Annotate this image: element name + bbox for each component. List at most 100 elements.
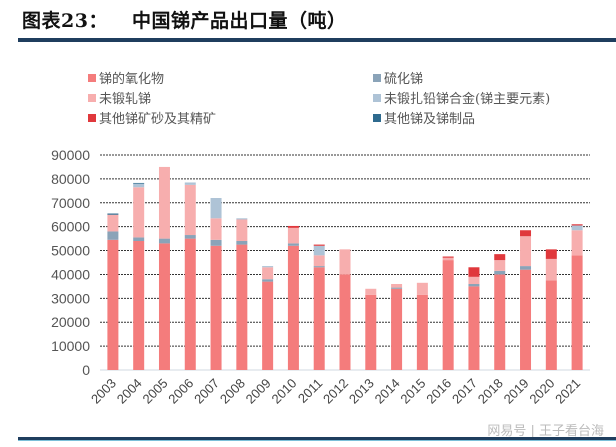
bar-segment (339, 274, 351, 370)
bar-segment (236, 219, 248, 241)
bar-segment (494, 260, 506, 271)
bar-segment (184, 184, 196, 236)
bar-segment (287, 243, 299, 246)
x-tick-label: 2014 (372, 376, 403, 407)
x-tick-label: 2009 (243, 376, 274, 407)
bar-segment (107, 213, 119, 215)
bar-segment (442, 256, 454, 258)
bar-segment (365, 288, 377, 295)
x-tick-label: 2013 (346, 376, 377, 407)
bar-segment (133, 241, 145, 370)
bar-segment (391, 284, 403, 288)
bar-segment (313, 245, 325, 256)
bar-segment (313, 266, 325, 268)
bar-segment (571, 224, 583, 226)
bar-segment (442, 260, 454, 370)
bar-segment (107, 231, 119, 240)
x-tick-label: 2003 (88, 376, 119, 407)
legend-item: 其他锑及锑制品 (373, 108, 475, 127)
bar-segment (520, 230, 532, 237)
x-tick-label: 2019 (501, 376, 532, 407)
bar-segment (545, 280, 557, 370)
bar-segment (468, 267, 480, 277)
bar-segment (571, 230, 583, 256)
bar-segment (133, 237, 145, 241)
bar-segment (287, 225, 299, 228)
legend-label: 其他锑矿砂及其精矿 (99, 112, 217, 127)
y-tick-label: 70000 (51, 195, 90, 211)
legend-swatch (373, 73, 381, 82)
bar-segment (133, 182, 145, 184)
bar-segment (262, 279, 274, 282)
bar-segment (262, 266, 274, 268)
bar-segment (236, 244, 248, 370)
bar-segment (391, 287, 403, 289)
x-tick-label: 2018 (475, 376, 506, 407)
x-tick-label: 2017 (449, 376, 480, 407)
legend-item: 未锻轧锑 (88, 88, 151, 107)
x-tick-label: 2005 (140, 376, 171, 407)
bar-segment (133, 183, 145, 188)
legend-item: 硫化锑 (373, 68, 423, 87)
bar-segment (468, 286, 480, 370)
y-tick-label: 90000 (51, 147, 90, 163)
bottom-rule-accent (18, 440, 616, 441)
bar-segment (236, 218, 248, 220)
bar-segment (416, 282, 428, 295)
bar-segment (494, 254, 506, 261)
bar-segment (158, 238, 170, 244)
bar-segment (158, 243, 170, 370)
bar-segment (313, 255, 325, 267)
bar-segment (365, 294, 377, 370)
top-rule (18, 38, 616, 42)
legend-label: 锑的氧化物 (99, 72, 165, 87)
x-tick-label: 2015 (397, 376, 428, 407)
bar-segment (133, 187, 145, 238)
legend-item: 未锻扎铅锑合金(锑主要元素) (373, 88, 550, 107)
bar-segment (545, 258, 557, 281)
legend-swatch (88, 93, 96, 102)
bar-segment (107, 214, 119, 232)
bar-segment (339, 249, 351, 275)
bar-segment (236, 241, 248, 245)
bar-segment (262, 267, 274, 280)
legend-swatch (373, 93, 381, 102)
bar-segment (313, 244, 325, 246)
bottom-rule (18, 437, 616, 440)
x-tick-label: 2016 (423, 376, 454, 407)
bar-segment (210, 198, 222, 219)
bar-segment (262, 281, 274, 370)
bar-segment (571, 255, 583, 370)
y-tick-label: 30000 (51, 290, 90, 306)
legend-label: 其他锑及锑制品 (384, 112, 476, 127)
y-tick-label: 0 (82, 362, 90, 378)
bar-segment (520, 266, 532, 270)
y-tick-label: 40000 (51, 266, 90, 282)
legend-swatch (373, 113, 381, 122)
bar-segment (520, 236, 532, 267)
legend-swatch (88, 113, 96, 122)
x-tick-label: 2006 (165, 376, 196, 407)
x-tick-label: 2012 (320, 376, 351, 407)
bar-segment (184, 235, 196, 239)
bar-segment (468, 276, 480, 284)
y-tick-label: 60000 (51, 219, 90, 235)
x-tick-label: 2008 (217, 376, 248, 407)
bar-segment (416, 294, 428, 370)
bar-segment (158, 166, 170, 239)
bar-segment (287, 227, 299, 244)
figure-label: 图表23： (22, 10, 108, 32)
y-tick-label: 80000 (51, 171, 90, 187)
legend-label: 未锻轧锑 (99, 92, 152, 107)
bar-segment (391, 288, 403, 370)
bar-segment (520, 269, 532, 370)
legend-label: 硫化锑 (384, 72, 424, 87)
y-tick-label: 20000 (51, 314, 90, 330)
bar-segment (468, 284, 480, 287)
y-tick-label: 10000 (51, 338, 90, 354)
bar-segment (494, 270, 506, 275)
bar-segment (210, 218, 222, 240)
bar-segment (210, 245, 222, 370)
x-tick-label: 2021 (552, 376, 583, 407)
